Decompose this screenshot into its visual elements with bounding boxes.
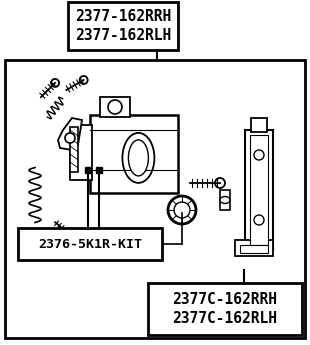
Bar: [70, 127, 78, 172]
Ellipse shape: [220, 197, 230, 204]
Text: 2377C-162RRH
2377C-162RLH: 2377C-162RRH 2377C-162RLH: [172, 292, 277, 326]
Text: 2376-5K1R-KIT: 2376-5K1R-KIT: [38, 237, 142, 250]
Bar: [18, 228, 162, 260]
Ellipse shape: [122, 133, 154, 183]
Bar: [85, 167, 91, 173]
Bar: [70, 125, 92, 180]
Circle shape: [65, 133, 75, 143]
Polygon shape: [58, 118, 82, 150]
Bar: [235, 240, 273, 256]
Bar: [96, 167, 102, 173]
Bar: [220, 190, 230, 210]
Bar: [240, 245, 268, 253]
Circle shape: [254, 150, 264, 160]
Bar: [68, 2, 178, 50]
Ellipse shape: [128, 140, 148, 176]
Bar: [5, 60, 305, 338]
Bar: [100, 97, 130, 117]
Text: 2377-162RRH
2377-162RLH: 2377-162RRH 2377-162RLH: [75, 9, 171, 43]
Circle shape: [108, 100, 122, 114]
Bar: [148, 283, 302, 335]
Bar: [245, 130, 273, 250]
Bar: [250, 135, 268, 245]
Bar: [251, 118, 267, 132]
Bar: [90, 115, 178, 193]
Circle shape: [254, 215, 264, 225]
